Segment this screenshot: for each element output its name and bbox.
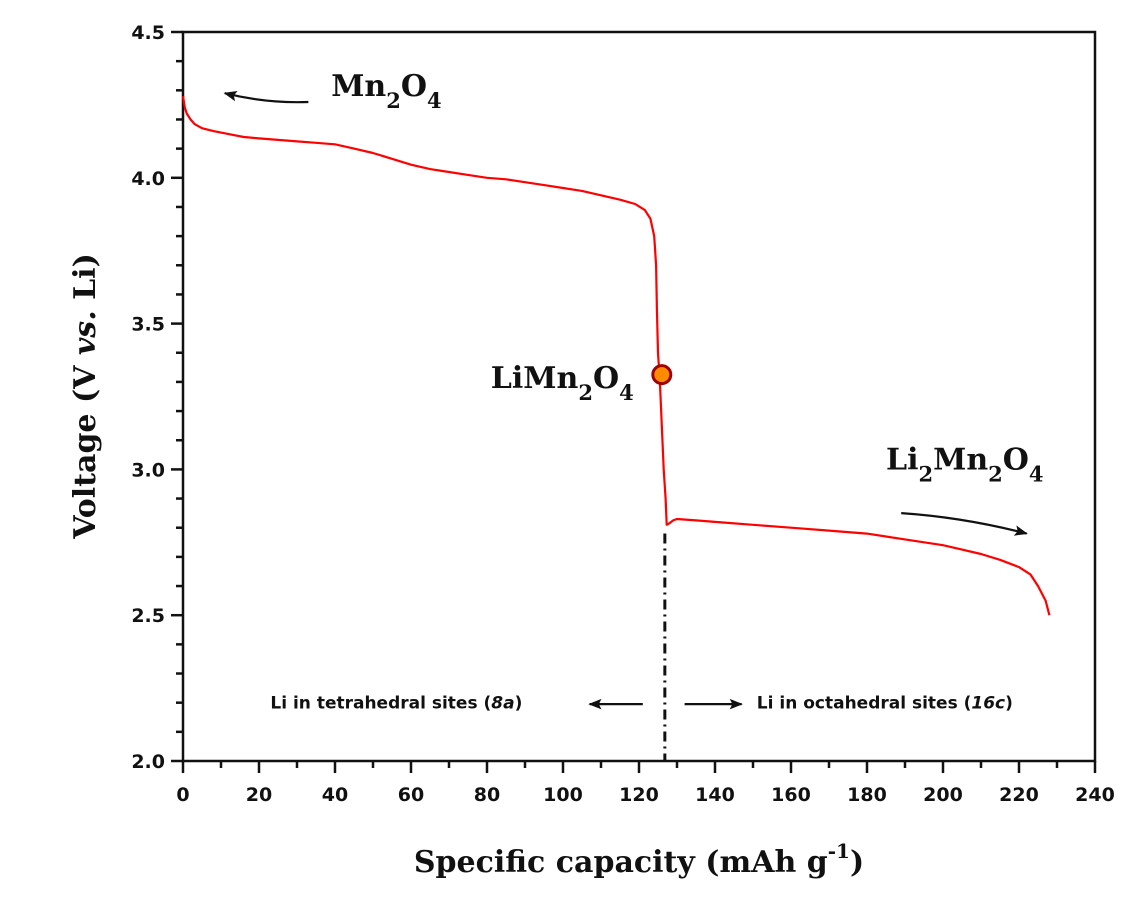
x-axis-title-sup: -1 — [828, 839, 850, 863]
subscript: 2 — [386, 88, 401, 113]
formula-text: Mn — [933, 442, 988, 477]
subscript: 4 — [1029, 461, 1044, 486]
subscript: 2 — [578, 380, 593, 405]
annotation-site-label: 16c — [971, 694, 1005, 714]
y-axis-title: Voltage (V vs. Li) — [68, 253, 103, 540]
x-axis-title-close: ) — [850, 845, 864, 880]
y-axis-title-vs: vs. — [68, 310, 103, 355]
x-tick-label: 100 — [543, 784, 583, 806]
plot-frame — [181, 30, 1097, 763]
y-tick-label: 2.0 — [131, 751, 165, 773]
formula-text: Mn — [331, 69, 386, 104]
arrow-li2mn2o4-icon — [901, 512, 1028, 536]
x-tick-label: 60 — [398, 784, 424, 806]
annotation-tetrahedral: Li in tetrahedral sites (8a) — [270, 694, 522, 714]
subscript: 4 — [619, 380, 634, 405]
subscript: 2 — [919, 461, 934, 486]
y-tick-label: 3.0 — [131, 459, 165, 481]
subscript: 2 — [988, 461, 1003, 486]
formula-text: O — [401, 69, 427, 104]
series-line — [181, 96, 1051, 616]
x-tick-label: 140 — [695, 784, 735, 806]
x-tick-label: 0 — [176, 784, 189, 806]
formula-text: LiMn — [491, 361, 579, 396]
y-axis-title-part3: Li) — [68, 253, 103, 310]
annotation-li2mn2o4: Li2Mn2O4 — [886, 442, 1044, 486]
x-tick-label: 220 — [999, 784, 1039, 806]
y-tick-label: 4.5 — [131, 22, 165, 44]
formula-text: Li — [886, 442, 919, 477]
annotation-close: ) — [515, 694, 523, 714]
annotation-octahedral: Li in octahedral sites (16c) — [757, 694, 1013, 714]
series-layer — [181, 96, 1051, 761]
annotation-limn2o4: LiMn2O4 — [491, 361, 634, 405]
x-tick-label: 120 — [619, 784, 659, 806]
x-tick-label: 20 — [246, 784, 272, 806]
y-tick-label: 3.5 — [131, 314, 165, 336]
annotation-site-label: 8a — [491, 694, 514, 714]
limn2o4-marker — [651, 364, 673, 386]
x-tick-label: 160 — [771, 784, 811, 806]
x-axis-title-text: Specific capacity (mAh g — [414, 845, 828, 880]
x-tick-label: 80 — [474, 784, 500, 806]
y-tick-label: 2.5 — [131, 605, 165, 627]
y-axis: 2.0 2.5 3.0 3.5 4.0 4.5 — [131, 22, 183, 773]
y-axis-title-part1: Voltage (V — [68, 355, 103, 540]
x-tick-label: 40 — [322, 784, 348, 806]
annotation-mn2o4: Mn2O4 — [331, 69, 441, 113]
x-tick-label: 240 — [1075, 784, 1115, 806]
x-tick-label: 180 — [847, 784, 887, 806]
annotation-text: Li in tetrahedral sites ( — [270, 694, 491, 714]
x-axis-title: Specific capacity (mAh g-1) — [414, 839, 864, 880]
x-tick-label: 200 — [923, 784, 963, 806]
subscript: 4 — [427, 88, 442, 113]
formula-text: O — [1003, 442, 1029, 477]
arrow-mn2o4-icon — [223, 90, 309, 104]
annotation-text: Li in octahedral sites ( — [757, 694, 972, 714]
annotation-close: ) — [1005, 694, 1013, 714]
formula-text: O — [593, 361, 619, 396]
y-tick-label: 4.0 — [131, 168, 165, 190]
plot-border — [181, 30, 1097, 763]
x-axis: 0 20 40 60 80 100 120 140 160 180 200 220 240 — [176, 761, 1115, 806]
